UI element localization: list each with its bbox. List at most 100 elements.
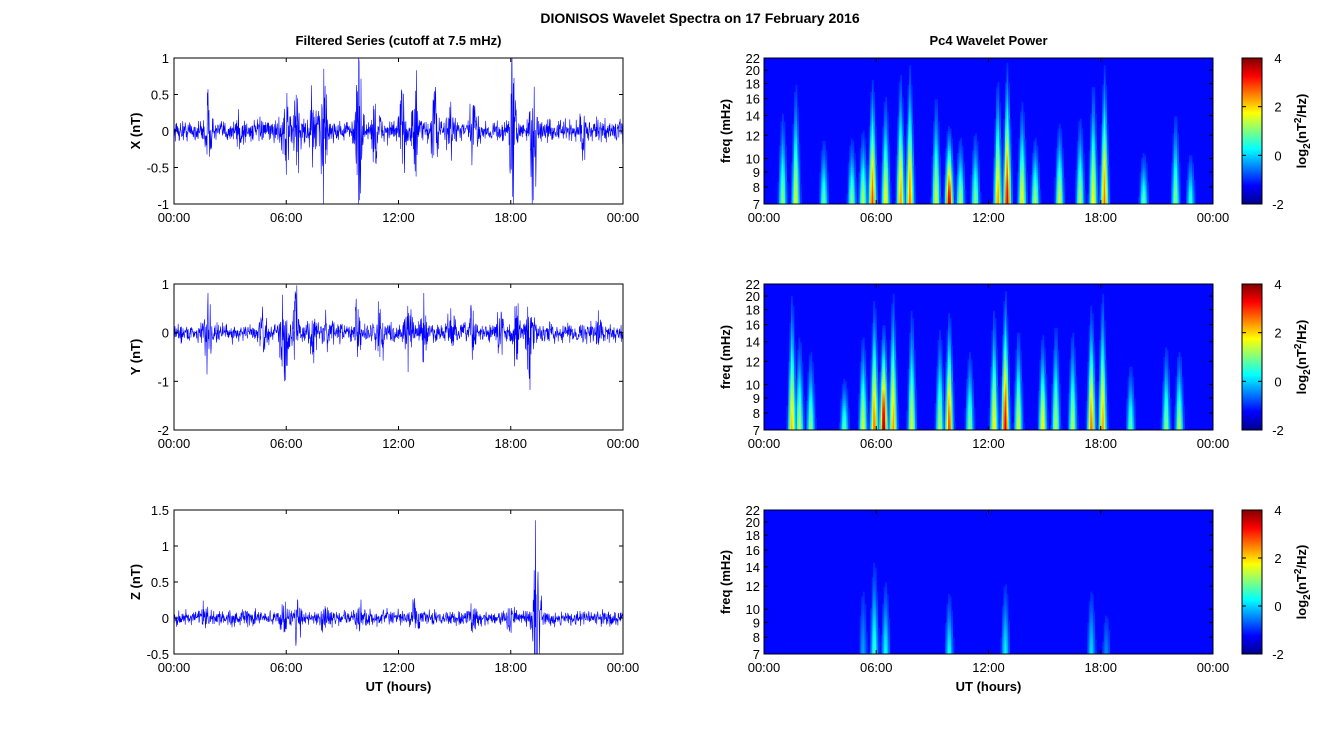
heatmap-cell (1103, 135, 1106, 139)
heatmap-cell (946, 148, 949, 151)
heatmap-cell (1082, 179, 1085, 183)
heatmap-cell (910, 84, 913, 88)
heatmap-cell (1076, 186, 1079, 190)
heatmap-cell (1105, 148, 1108, 151)
heatmap-cell (801, 422, 804, 426)
heatmap-cell (784, 177, 787, 181)
heatmap-cell (1055, 167, 1058, 171)
heatmap-cell (1036, 191, 1039, 195)
heatmap-cell (954, 199, 956, 202)
heatmap-cell (997, 121, 1000, 125)
heatmap-cell (934, 167, 937, 171)
heatmap-cell (1034, 179, 1037, 183)
heatmap-cell (822, 172, 825, 176)
heatmap-cell (870, 184, 873, 188)
heatmap-cell (1142, 182, 1145, 185)
heatmap-cell (998, 184, 1001, 188)
heatmap-cell (906, 194, 909, 198)
heatmap-cell (862, 189, 865, 193)
heatmap-cell (948, 126, 950, 129)
heatmap-cell (825, 157, 828, 161)
heatmap-cell (793, 128, 796, 132)
heatmap-cell (790, 344, 793, 348)
heatmap-cell (792, 354, 795, 358)
heatmap-cell (1105, 174, 1108, 178)
heatmap-cell (931, 182, 934, 185)
heatmap-cell (868, 172, 871, 176)
heatmap-cell (784, 184, 787, 188)
heatmap-cell (1093, 172, 1096, 176)
heatmap-cell (810, 354, 813, 358)
heatmap-cell (913, 201, 916, 205)
heatmap-cell (838, 425, 841, 428)
heatmap-cell (1009, 131, 1012, 134)
heatmap-cell (793, 194, 796, 198)
heatmap-cell (1057, 160, 1060, 164)
heatmap-cell (1037, 194, 1040, 198)
heatmap-cell (995, 162, 998, 166)
heatmap-cell (1100, 201, 1103, 205)
heatmap-cell (1192, 194, 1194, 198)
heatmap-cell (895, 199, 898, 202)
heatmap-cell (1022, 174, 1025, 178)
heatmap-cell (1175, 201, 1178, 205)
heatmap-cell (903, 162, 906, 166)
heatmap-cell (907, 179, 910, 183)
heatmap-cell (1139, 182, 1142, 185)
heatmap-cell (1058, 148, 1061, 151)
heatmap-cell (910, 162, 913, 166)
heatmap-cell (1091, 118, 1094, 122)
heatmap-cell (873, 106, 876, 110)
heatmap-cell (936, 169, 939, 173)
heatmap-cell (1091, 101, 1094, 105)
heatmap-cell (871, 99, 874, 103)
heatmap-cell (948, 133, 950, 137)
heatmap-cell (1006, 186, 1009, 190)
heatmap-cell (808, 412, 811, 416)
heatmap-cell (790, 322, 793, 326)
heatmap-cell (898, 87, 901, 91)
heatmap-cell (1171, 184, 1173, 188)
heatmap-cell (937, 199, 940, 202)
heatmap-cell (850, 157, 853, 161)
heatmap-cell (793, 398, 796, 402)
heatmap-cell (949, 184, 952, 188)
heatmap-cell (946, 140, 949, 144)
heatmap-cell (898, 177, 901, 181)
heatmap-cell (1030, 174, 1033, 178)
heatmap-cell (1174, 123, 1176, 127)
heatmap-cell (1172, 145, 1175, 149)
heatmap-cell (952, 182, 955, 185)
heatmap-cell (790, 179, 793, 183)
heatmap-cell (1003, 150, 1006, 154)
heatmap-cell (789, 403, 792, 407)
heatmap-cell (1061, 165, 1064, 168)
heatmap-cell (868, 157, 871, 161)
heatmap-cell (1093, 174, 1096, 178)
heatmap-cell (790, 330, 793, 334)
heatmap-cell (1024, 138, 1027, 142)
heatmap-cell (995, 101, 998, 105)
heatmap-cell (792, 201, 795, 205)
heatmap-cell (883, 145, 886, 149)
heatmap-cell (997, 140, 1000, 144)
heatmap-cell (1192, 169, 1194, 173)
heatmap-cell (949, 131, 952, 134)
heatmap-cell (934, 174, 937, 178)
heatmap-cell (865, 194, 868, 198)
heatmap-cell (1093, 152, 1096, 156)
heatmap-cell (789, 415, 792, 419)
heatmap-cell (852, 148, 855, 151)
heatmap-cell (790, 388, 793, 392)
heatmap-cell (1007, 138, 1010, 142)
heatmap-cell (882, 184, 885, 188)
heatmap-cell (880, 167, 883, 171)
heatmap-cell (777, 186, 780, 190)
heatmap-cell (1016, 199, 1019, 202)
heatmap-cell (951, 157, 953, 161)
heatmap-cell (903, 199, 906, 202)
heatmap-cell (778, 167, 781, 171)
heatmap-cell (849, 191, 852, 195)
heatmap-cell (909, 191, 912, 195)
heatmap-cell (1021, 116, 1024, 120)
